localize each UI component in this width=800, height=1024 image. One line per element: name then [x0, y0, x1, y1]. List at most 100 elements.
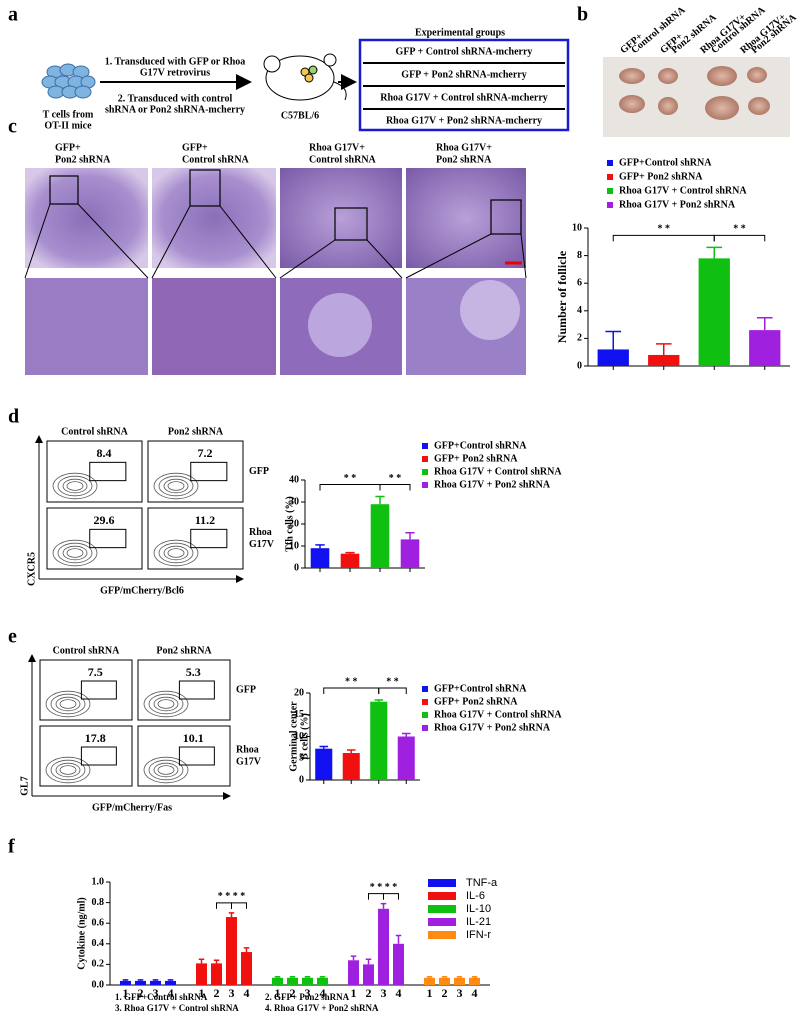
y-tick-label: 20 — [294, 687, 304, 698]
gate-value: 11.2 — [195, 513, 215, 527]
flow-plot — [39, 659, 133, 721]
image-label: Rhoa G17V+ — [309, 142, 365, 153]
bar — [698, 258, 730, 366]
x-tick-label: 1 — [351, 986, 357, 1000]
legend-swatch — [428, 931, 456, 939]
image-label: GFP+ — [55, 142, 81, 153]
significance-label: * * — [344, 473, 357, 484]
significance-label: * * — [658, 224, 671, 235]
bar — [310, 548, 330, 568]
x-tick-label: 2 — [442, 986, 448, 1000]
significance-label: * * — [733, 224, 746, 235]
error-bar — [380, 902, 387, 909]
error-bar — [395, 934, 402, 944]
footnote: 2. GFP+ Pon2 shRNA — [265, 992, 350, 1002]
error-bar — [426, 976, 433, 978]
significance-bracket — [323, 687, 380, 694]
legend-swatch — [428, 905, 456, 913]
bar — [120, 980, 131, 985]
legend-label: GFP+Control shRNA — [434, 683, 527, 694]
x-tick-label: 4 — [396, 986, 402, 1000]
flow-row-label: GFP — [236, 684, 256, 695]
bar — [597, 349, 629, 366]
contour — [157, 765, 175, 775]
y-tick-label: 8 — [577, 250, 582, 261]
x-tick-label: 3 — [381, 986, 387, 1000]
step-label: 1. Transduced with GFP or Rhoa — [105, 56, 246, 67]
contour — [148, 693, 184, 715]
contour — [55, 762, 81, 778]
contour — [143, 690, 189, 718]
significance-label: * * — [385, 882, 398, 893]
significance-bracket — [319, 484, 381, 491]
bar — [165, 980, 176, 985]
error-bar — [315, 544, 325, 549]
bar — [241, 952, 252, 985]
panel-label: a — [8, 4, 18, 26]
step-label: G17V retrovirus — [140, 67, 210, 78]
y-tick-label: 15 — [294, 709, 304, 720]
contour — [62, 545, 88, 561]
y-tick-label: 10 — [294, 731, 304, 742]
legend-label: IFN-r — [466, 929, 491, 941]
x-tick-label: 4 — [472, 986, 478, 1000]
flow-column-label: Pon2 shRNA — [168, 426, 224, 437]
legend-label: IL-6 — [466, 890, 485, 902]
bar — [287, 977, 298, 985]
gate — [190, 528, 228, 549]
significance-bracket — [383, 893, 399, 900]
image-label: Pon2 shRNA — [436, 154, 492, 165]
bar — [302, 977, 313, 985]
gate-value: 8.4 — [97, 446, 112, 460]
x-tick-label: 3 — [457, 986, 463, 1000]
error-bar — [243, 947, 250, 953]
bar — [226, 917, 237, 985]
legend-label: Rhoa G17V + Pon2 shRNA — [434, 479, 551, 490]
y-tick-label: 0 — [299, 774, 304, 785]
bar — [342, 753, 360, 780]
legend-swatch — [422, 699, 428, 705]
bar — [272, 977, 283, 985]
contour — [59, 699, 77, 709]
footnote: 3. Rhoa G17V + Control shRNA — [115, 1003, 239, 1013]
contour — [52, 472, 98, 500]
bar — [363, 964, 374, 985]
bar — [196, 963, 207, 985]
footnote: 1. GFP+Control shRNA — [115, 992, 208, 1002]
group-label: GFP + Control shRNA-mcherry — [396, 46, 533, 57]
error-bar — [471, 976, 478, 978]
flow-row-label: GFP — [249, 466, 269, 477]
contour — [59, 765, 77, 775]
error-bar — [365, 958, 372, 965]
bar — [315, 748, 333, 780]
bar — [397, 736, 415, 780]
groups-title: Experimental groups — [415, 27, 505, 38]
error-bar — [152, 979, 159, 981]
y-tick-label: 40 — [289, 474, 299, 485]
contour — [158, 542, 194, 564]
flow-x-label: GFP/mCherry/Fas — [92, 802, 172, 813]
source-label: T cells from — [43, 109, 94, 120]
gate — [178, 680, 215, 700]
legend-swatch — [422, 482, 428, 488]
panel-label: d — [8, 406, 19, 428]
y-tick-label: 0.4 — [92, 938, 105, 949]
y-axis-label: Tfh cells (%) — [284, 496, 295, 552]
legend-swatch — [422, 469, 428, 475]
y-tick-label: 20 — [289, 518, 299, 529]
contour — [45, 690, 91, 718]
legend-label: Rhoa G17V + Pon2 shRNA — [619, 199, 736, 210]
panel-label: c — [8, 116, 17, 138]
error-bar — [167, 979, 174, 981]
image-label: Rhoa G17V+ — [436, 142, 492, 153]
y-tick-label: 30 — [289, 496, 299, 507]
y-tick-label: 1.0 — [92, 876, 105, 887]
bar — [340, 553, 360, 568]
legend-swatch — [422, 712, 428, 718]
gate-value: 29.6 — [94, 513, 115, 527]
legend-label: IL-10 — [466, 903, 491, 915]
contour — [148, 759, 184, 781]
y-tick-label: 10 — [572, 222, 582, 233]
bar — [400, 539, 420, 568]
error-bar — [756, 316, 773, 331]
